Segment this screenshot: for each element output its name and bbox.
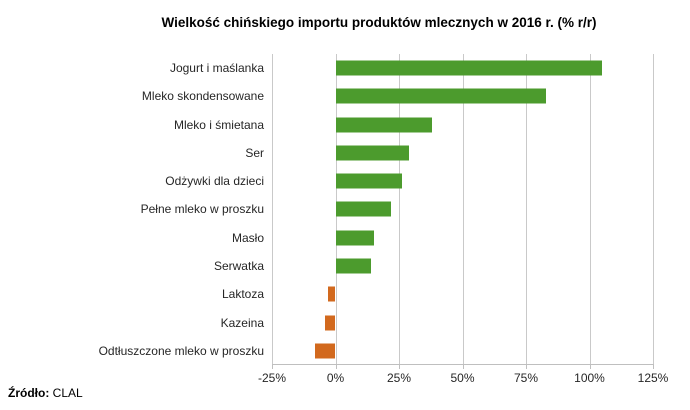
- category-label: Ser: [245, 145, 264, 160]
- source-value: CLAL: [52, 386, 83, 400]
- chart-row: Pełne mleko w proszku: [0, 195, 690, 223]
- bar-negative: [327, 286, 336, 302]
- category-label: Odtłuszczone mleko w proszku: [98, 343, 264, 358]
- bar-track: [272, 280, 653, 308]
- bar-track: [272, 167, 653, 195]
- category-label: Pełne mleko w proszku: [140, 202, 264, 217]
- bar-positive: [335, 201, 392, 217]
- x-tick-label: 100%: [574, 371, 605, 385]
- bar-track: [272, 195, 653, 223]
- category-label: Odżywki dla dzieci: [165, 174, 264, 189]
- axis-tick-mark: [399, 364, 400, 369]
- chart-row: Mleko skondensowane: [0, 82, 690, 110]
- chart-row: Kazeina: [0, 308, 690, 336]
- category-label: Masło: [231, 230, 264, 245]
- chart-row: Mleko i śmietana: [0, 111, 690, 139]
- bar-positive: [335, 258, 372, 274]
- axis-tick-mark: [589, 364, 591, 369]
- chart-row: Odtłuszczone mleko w proszku: [0, 337, 690, 365]
- bar-track: [272, 139, 653, 167]
- bar-track: [272, 54, 653, 82]
- gridline: [462, 54, 464, 364]
- chart-row: Laktoza: [0, 280, 690, 308]
- chart-row: Serwatka: [0, 252, 690, 280]
- axis-tick-mark: [335, 364, 337, 369]
- axis-tick-mark: [526, 364, 527, 369]
- bar-track: [272, 252, 653, 280]
- gridline: [526, 54, 527, 364]
- x-tick-label: 125%: [637, 371, 669, 385]
- bar-positive: [335, 145, 410, 161]
- bar-positive: [335, 230, 374, 246]
- bar-positive: [335, 60, 603, 76]
- bar-track: [272, 224, 653, 252]
- category-label: Serwatka: [213, 258, 264, 273]
- gridline: [589, 54, 591, 364]
- chart-row: Jogurt i maślanka: [0, 54, 690, 82]
- category-label: Laktoza: [221, 287, 264, 302]
- bar-negative: [315, 343, 336, 359]
- bar-track: [272, 337, 653, 365]
- gridline: [653, 54, 654, 364]
- x-tick-label: 75%: [513, 371, 539, 385]
- bar-rows: Jogurt i maślanka Mleko skondensowane Mlek…: [0, 54, 690, 365]
- x-tick-label: 25%: [386, 371, 412, 385]
- bar-positive: [335, 173, 402, 189]
- category-label: Jogurt i maślanka: [169, 61, 264, 76]
- axis-tick-mark: [272, 364, 273, 369]
- chart-row: Odżywki dla dzieci: [0, 167, 690, 195]
- x-axis: -25% 0% 25% 50% 75% 100% 125%: [258, 365, 668, 387]
- bar-track: [272, 308, 653, 336]
- gridline: [272, 54, 273, 364]
- axis-tick-mark: [462, 364, 464, 369]
- source-label: Źródło:: [8, 386, 50, 400]
- x-tick-label: -25%: [257, 371, 287, 385]
- bar-negative: [325, 315, 336, 331]
- category-label: Mleko i śmietana: [173, 117, 264, 132]
- chart-row: Masło: [0, 224, 690, 252]
- x-tick-label: 50%: [450, 371, 475, 385]
- bar-positive: [335, 117, 433, 133]
- axis-tick-mark: [653, 364, 654, 369]
- bar-track: [272, 82, 653, 110]
- bar-track: [272, 111, 653, 139]
- category-label: Kazeina: [220, 315, 264, 330]
- chart-title: Wielkość chińskiego importu produktów ml…: [161, 15, 597, 30]
- x-tick-label: 0%: [326, 371, 345, 385]
- source-line: Źródło: CLAL: [8, 386, 83, 400]
- chart-row: Ser: [0, 139, 690, 167]
- gridline: [399, 54, 400, 364]
- category-label: Mleko skondensowane: [141, 89, 264, 104]
- bar-positive: [335, 88, 547, 104]
